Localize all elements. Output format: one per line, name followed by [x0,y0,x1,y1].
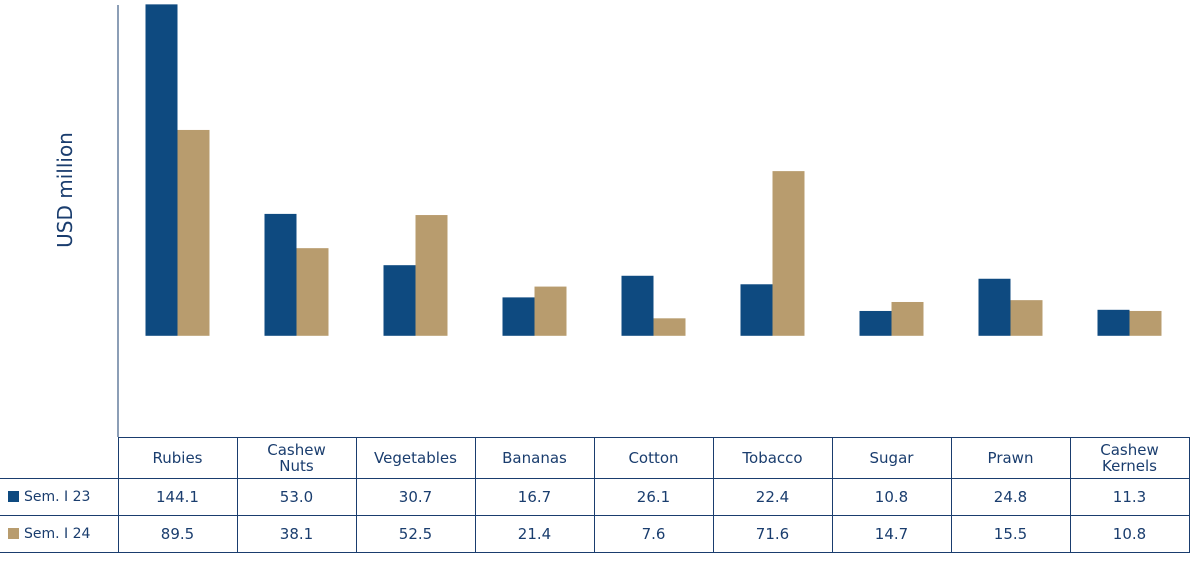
value-cell: 144.1 [117,478,238,516]
category-label: Prawn [987,449,1034,467]
category-label: Rubies [152,449,203,467]
bar [264,213,297,336]
value-cell: 11.3 [1069,478,1190,516]
value-cell: 10.8 [1069,515,1190,553]
header-cell: Cashew Kernels [1069,437,1190,479]
value-cell: 14.7 [831,515,952,553]
value-cell: 10.8 [831,478,952,516]
bar [534,286,567,336]
bar [296,248,329,336]
header-row: Rubies Cashew Nuts Vegetables Bananas Cotton… [0,437,1190,479]
bar [621,275,654,336]
bar [891,301,924,336]
data-table: Rubies Cashew Nuts Vegetables Bananas Cotton… [0,437,1190,553]
category-label: Cotton [628,449,679,467]
header-cell: Cashew Nuts [236,437,357,479]
category-label: Cashew Kernels [1100,441,1159,475]
value-cell: 52.5 [355,515,476,553]
header-cell: Tobacco [712,437,833,479]
category-label: Tobacco [742,449,803,467]
header-cell: Vegetables [355,437,476,479]
data-row: Sem. I 23 144.1 53.0 30.7 16.7 26.1 22.4 10.8 24… [0,478,1190,516]
category-label: Vegetables [374,449,457,467]
bar [383,265,416,336]
category-label: Cashew Nuts [267,441,326,475]
value-cell: 71.6 [712,515,833,553]
data-row: Sem. I 24 89.5 38.1 52.5 21.4 7.6 71.6 14.7 15.5… [0,515,1190,553]
value-cell: 89.5 [117,515,238,553]
legend-swatch [8,528,19,539]
bar [653,318,686,336]
value-cell: 53.0 [236,478,357,516]
bar [772,171,805,336]
bar [740,284,773,336]
legend-cell: Sem. I 24 [0,515,119,553]
header-cell: Bananas [474,437,595,479]
header-cell: Rubies [117,437,238,479]
legend-label: Sem. I 24 [24,526,91,542]
value-cell: 26.1 [593,478,714,516]
bar [1129,310,1162,336]
bar [978,278,1011,336]
header-cell: Sugar [831,437,952,479]
value-cell: 24.8 [950,478,1071,516]
header-cell: Prawn [950,437,1071,479]
category-label: Sugar [869,449,914,467]
legend-label: Sem. I 23 [24,489,91,505]
value-cell: 30.7 [355,478,476,516]
corner-cell [0,437,118,479]
value-cell: 38.1 [236,515,357,553]
bar [1010,300,1043,336]
bar [502,297,535,336]
legend-swatch [8,491,19,502]
bar [145,4,178,336]
value-cell: 15.5 [950,515,1071,553]
y-axis-label: USD million [53,132,77,248]
value-cell: 16.7 [474,478,595,516]
chart: USD million [53,4,1162,437]
bar [415,215,448,336]
value-cell: 21.4 [474,515,595,553]
bar [859,310,892,336]
legend-cell: Sem. I 23 [0,478,119,516]
bar [1097,309,1130,336]
header-cell: Cotton [593,437,714,479]
value-cell: 7.6 [593,515,714,553]
value-cell: 22.4 [712,478,833,516]
bar [177,129,210,336]
category-label: Bananas [502,449,567,467]
